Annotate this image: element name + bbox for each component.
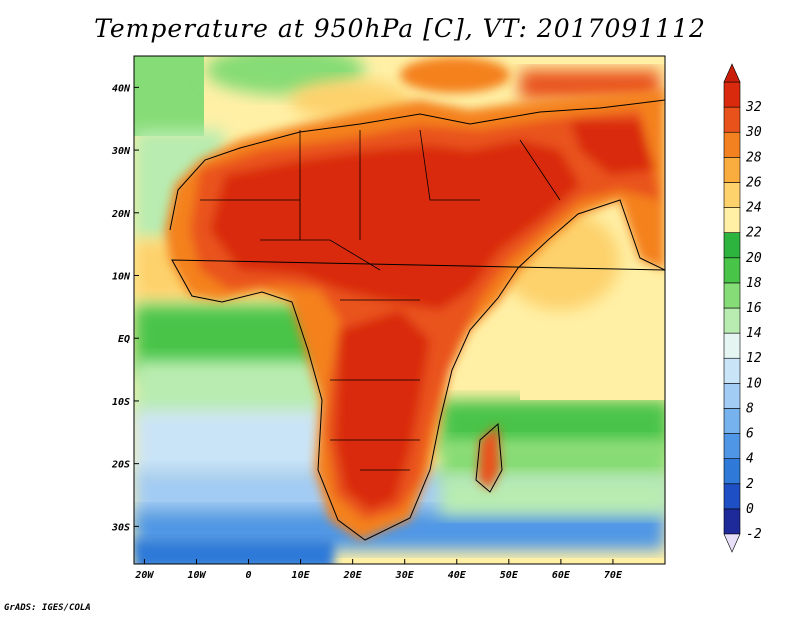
colorbar-segment (723, 131, 741, 158)
colorbar-label: 10 (746, 376, 762, 391)
colorbar-label: 18 (746, 276, 762, 291)
lat-ticks: 40N 30N 20N 10N EQ 10S 20S 30S (111, 83, 139, 533)
lat-tick-label: 30N (111, 146, 131, 157)
madagascar-coast (475, 422, 503, 493)
land-heat (165, 90, 665, 540)
colorbar-label: 20 (746, 251, 762, 266)
colorbar-segment (723, 307, 741, 334)
grads-credit: GrADS: IGES/COLA (4, 603, 91, 613)
colorbar-label: 12 (746, 351, 762, 366)
colorbar-under-arrow (723, 533, 741, 553)
colorbar-label: 24 (746, 201, 762, 216)
colorbar-segment (723, 357, 741, 384)
coastline (169, 99, 665, 541)
colorbar-label: 4 (746, 452, 754, 467)
colorbar-segment (723, 408, 741, 434)
colorbar-segment (723, 483, 741, 510)
lon-tick-label: 20W (134, 570, 154, 581)
colorbar-segment (723, 81, 741, 108)
colorbar-segment (723, 182, 741, 208)
lon-tick-label: 60E (552, 570, 571, 581)
colorbar-label: 28 (746, 150, 762, 165)
temperature-field (134, 56, 665, 564)
colorbar-label: 2 (746, 477, 754, 492)
colorbar-segment (723, 257, 741, 284)
colorbar-label: 30 (745, 125, 762, 140)
lat-tick-label: EQ (118, 334, 130, 345)
lon-tick-label: 10W (187, 570, 206, 581)
colorbar-segment (723, 282, 741, 309)
lon-tick-label: 0 (246, 570, 252, 581)
colorbar-label: 26 (746, 175, 762, 190)
borders (200, 129, 561, 471)
lon-tick-label: 40E (448, 570, 467, 581)
colorbar-segment (723, 207, 741, 233)
colorbar-segment (723, 433, 741, 459)
lon-tick-label: 70E (604, 570, 623, 581)
lon-ticks: 20W 10W 0 10E 20E 30E 40E 50E 60E 70E (134, 559, 623, 581)
colorbar-label: 22 (746, 226, 762, 241)
lon-tick-label: 30E (395, 570, 415, 581)
colorbar-label: 0 (746, 502, 754, 517)
colorbar-segment (723, 106, 741, 133)
colorbar-segment (723, 332, 741, 359)
colorbar-label: 8 (746, 401, 754, 416)
lat-tick-label: 10S (112, 397, 130, 408)
colorbar-label: 14 (746, 326, 762, 341)
colorbar-label: 6 (746, 427, 754, 442)
plot-frame (133, 55, 666, 565)
colorbar-label: 16 (746, 301, 762, 316)
colorbar-segment (723, 157, 741, 183)
colorbar-segment (723, 232, 741, 259)
chart-title: Temperature at 950hPa [C], VT: 201709111… (94, 14, 706, 43)
lat-tick-label: 40N (112, 83, 131, 94)
colorbar-segment (723, 383, 741, 409)
colorbar-label: 32 (745, 100, 762, 115)
lon-tick-label: 10E (292, 570, 311, 581)
lon-tick-label: 20E (343, 570, 363, 581)
lat-tick-label: 20N (111, 209, 131, 220)
lat-tick-label: 30S (111, 522, 130, 533)
colorbar-segment (723, 508, 741, 535)
lon-tick-label: 50E (500, 570, 519, 581)
colorbar-label: -2 (746, 527, 762, 542)
lat-tick-label: 20S (111, 460, 130, 471)
colorbar-over-arrow (723, 63, 741, 83)
lat-tick-label: 10N (112, 272, 131, 283)
colorbar-segment (723, 458, 741, 485)
